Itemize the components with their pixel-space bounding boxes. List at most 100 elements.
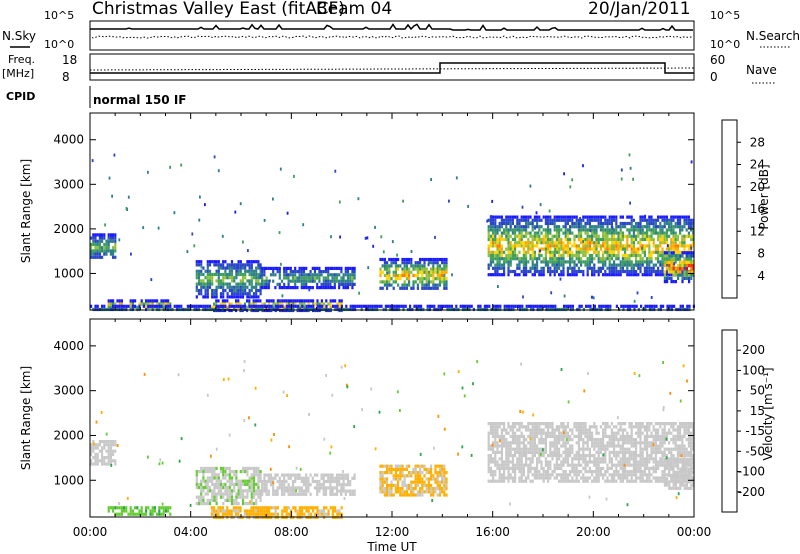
echo-cell	[610, 431, 613, 435]
echo-cell	[259, 292, 262, 296]
echo-cell	[617, 269, 620, 274]
echo-cell	[349, 479, 352, 484]
echo-cell	[597, 260, 600, 264]
echo-cell	[226, 492, 229, 496]
echo-cell	[566, 438, 569, 442]
echo-cell	[107, 233, 110, 237]
echo-cell	[427, 490, 430, 494]
echo-cell	[670, 244, 673, 248]
echo-cell	[412, 283, 415, 287]
echo-cell	[533, 266, 536, 270]
echo-cell	[423, 480, 426, 484]
echo-cell	[383, 280, 386, 284]
echo-cell	[661, 250, 664, 254]
echo-cell	[606, 228, 609, 232]
echo-cell	[500, 253, 503, 258]
echo-cell	[492, 221, 495, 226]
echo-cell	[291, 279, 295, 283]
echo-cell	[657, 218, 660, 222]
echo-cell	[527, 231, 530, 235]
echo-cell	[544, 250, 547, 254]
echo-cell	[410, 490, 413, 494]
echo-cell	[195, 304, 198, 308]
echo-cell	[639, 228, 642, 232]
echo-cell	[430, 487, 433, 491]
echo-cell	[492, 450, 495, 454]
echo-cell	[659, 304, 662, 308]
echo-cell	[597, 460, 600, 464]
echo-cell	[567, 304, 570, 308]
echo-cell	[250, 263, 253, 267]
echo-cell	[379, 490, 382, 494]
echo-cell	[538, 425, 541, 429]
echo-cell	[309, 273, 312, 277]
echo-cell	[142, 304, 145, 308]
echo-cell	[322, 282, 325, 286]
echo-cell	[206, 292, 209, 296]
echo-cell	[200, 489, 203, 493]
echo-cell	[252, 486, 256, 490]
echo-cell	[226, 295, 229, 299]
echo-cell	[394, 270, 397, 274]
nsearch-label: N.Search	[746, 29, 800, 43]
echo-cell	[615, 463, 618, 467]
echo-cell	[301, 506, 304, 510]
echo-cell	[538, 228, 541, 232]
echo-cell	[536, 463, 539, 467]
echo-cell	[542, 450, 545, 454]
echo-cell	[162, 512, 165, 516]
echo-cell	[507, 470, 510, 474]
echo-cell	[670, 254, 673, 258]
echo-cell	[554, 304, 557, 308]
echo-cell	[287, 492, 290, 496]
echo-cell	[538, 438, 541, 442]
echo-cell	[109, 456, 112, 460]
echo-cell	[494, 218, 497, 222]
echo-cell	[666, 280, 669, 284]
echo-cell	[577, 434, 580, 438]
echo-cell	[419, 480, 422, 484]
echo-cell	[551, 444, 554, 448]
echo-cell	[140, 302, 143, 306]
echo-cell	[340, 486, 343, 490]
echo-cell	[604, 470, 607, 474]
echo-cell	[436, 474, 439, 478]
echo-cell	[615, 244, 618, 248]
echo-cell	[663, 260, 666, 264]
echo-cell	[237, 512, 240, 516]
echo-cell	[588, 237, 591, 242]
echo-cell	[434, 270, 437, 274]
echo-cell	[94, 452, 97, 456]
echo-cell	[588, 225, 591, 229]
echo-cell	[114, 506, 117, 510]
echo-cell	[564, 260, 567, 264]
echo-cell	[615, 304, 618, 308]
echo-cell	[498, 466, 501, 470]
echo-cell	[531, 237, 534, 242]
echo-cell	[621, 215, 624, 219]
echo-cell	[514, 434, 517, 438]
echo-cell	[610, 253, 613, 258]
echo-cell	[109, 299, 112, 303]
echo-cell	[228, 269, 231, 273]
echo-cell	[573, 422, 576, 426]
echo-cell	[438, 264, 441, 268]
echo-cell	[123, 509, 126, 513]
echo-cell	[505, 234, 508, 238]
echo-cell	[219, 292, 223, 296]
echo-cell	[551, 241, 554, 245]
echo-cell	[496, 263, 499, 267]
echo-cell	[443, 467, 446, 471]
echo-cell	[496, 422, 499, 426]
echo-cell	[432, 264, 435, 268]
echo-cell	[529, 466, 532, 470]
echo-cell	[511, 269, 514, 274]
echo-cell	[333, 476, 336, 480]
echo-cell	[103, 440, 106, 444]
echo-cell	[613, 215, 616, 219]
echo-cell	[305, 492, 308, 496]
echo-cell	[537, 231, 540, 235]
echo-cell	[582, 447, 585, 451]
echo-cell	[305, 476, 308, 480]
echo-cell	[641, 260, 644, 264]
